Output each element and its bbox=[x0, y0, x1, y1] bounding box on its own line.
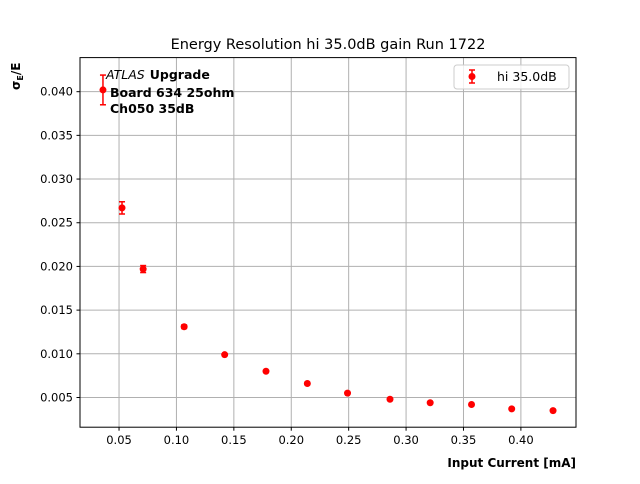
chart-title: Energy Resolution hi 35.0dB gain Run 172… bbox=[171, 37, 486, 53]
upgrade-label: Upgrade bbox=[150, 67, 210, 82]
data-point bbox=[549, 407, 557, 415]
data-point bbox=[139, 265, 147, 273]
legend[interactable]: hi 35.0dB bbox=[453, 64, 570, 90]
data-point bbox=[262, 367, 270, 375]
y-axis-label: σE/E bbox=[9, 63, 25, 90]
atlas-label: ATLAS bbox=[105, 67, 145, 82]
x-axis-label: Input Current [mA] bbox=[447, 456, 576, 470]
x-tick-label: 0.10 bbox=[164, 433, 190, 447]
data-point bbox=[221, 351, 229, 359]
data-point bbox=[508, 405, 516, 413]
board-label: Board 634 25ohm bbox=[110, 85, 234, 100]
data-point bbox=[386, 395, 394, 403]
y-label-tail: /E bbox=[9, 63, 23, 76]
plot-frame bbox=[79, 57, 577, 428]
y-tick-label: 0.025 bbox=[40, 216, 73, 230]
data-point bbox=[180, 323, 188, 331]
y-label-sigma: σ bbox=[9, 81, 23, 90]
x-tick-label: 0.20 bbox=[278, 433, 304, 447]
data-points bbox=[99, 74, 557, 415]
x-ticks: 0.05 0.10 0.15 0.20 0.25 0.30 0.35 0.40 bbox=[106, 427, 534, 447]
grid bbox=[80, 57, 576, 428]
data-point bbox=[344, 389, 352, 397]
y-tick-label: 0.035 bbox=[40, 128, 73, 142]
y-tick-label: 0.005 bbox=[40, 390, 73, 404]
x-tick-label: 0.40 bbox=[508, 433, 534, 447]
atlas-annotation: ATLAS Upgrade Board 634 25ohm Ch050 35dB bbox=[105, 67, 234, 116]
x-tick-label: 0.15 bbox=[221, 433, 247, 447]
y-label-sub: E bbox=[16, 75, 25, 80]
y-tick-label: 0.015 bbox=[40, 303, 73, 317]
y-tick-label: 0.030 bbox=[40, 172, 73, 186]
y-tick-label: 0.020 bbox=[40, 259, 73, 273]
y-ticks: 0.005 0.010 0.015 0.020 0.025 0.030 0.035 0.040 bbox=[40, 85, 80, 404]
y-tick-label: 0.010 bbox=[40, 347, 73, 361]
data-point bbox=[468, 400, 476, 408]
x-tick-label: 0.30 bbox=[393, 433, 419, 447]
data-point bbox=[118, 204, 126, 212]
legend-label: hi 35.0dB bbox=[497, 69, 557, 84]
data-point bbox=[99, 86, 107, 94]
x-tick-label: 0.25 bbox=[336, 433, 362, 447]
x-tick-label: 0.05 bbox=[106, 433, 132, 447]
y-tick-label: 0.040 bbox=[40, 85, 73, 99]
data-point bbox=[426, 399, 434, 407]
data-point bbox=[303, 380, 311, 388]
x-tick-label: 0.35 bbox=[451, 433, 477, 447]
channel-label: Ch050 35dB bbox=[110, 101, 194, 116]
legend-marker bbox=[468, 73, 476, 80]
